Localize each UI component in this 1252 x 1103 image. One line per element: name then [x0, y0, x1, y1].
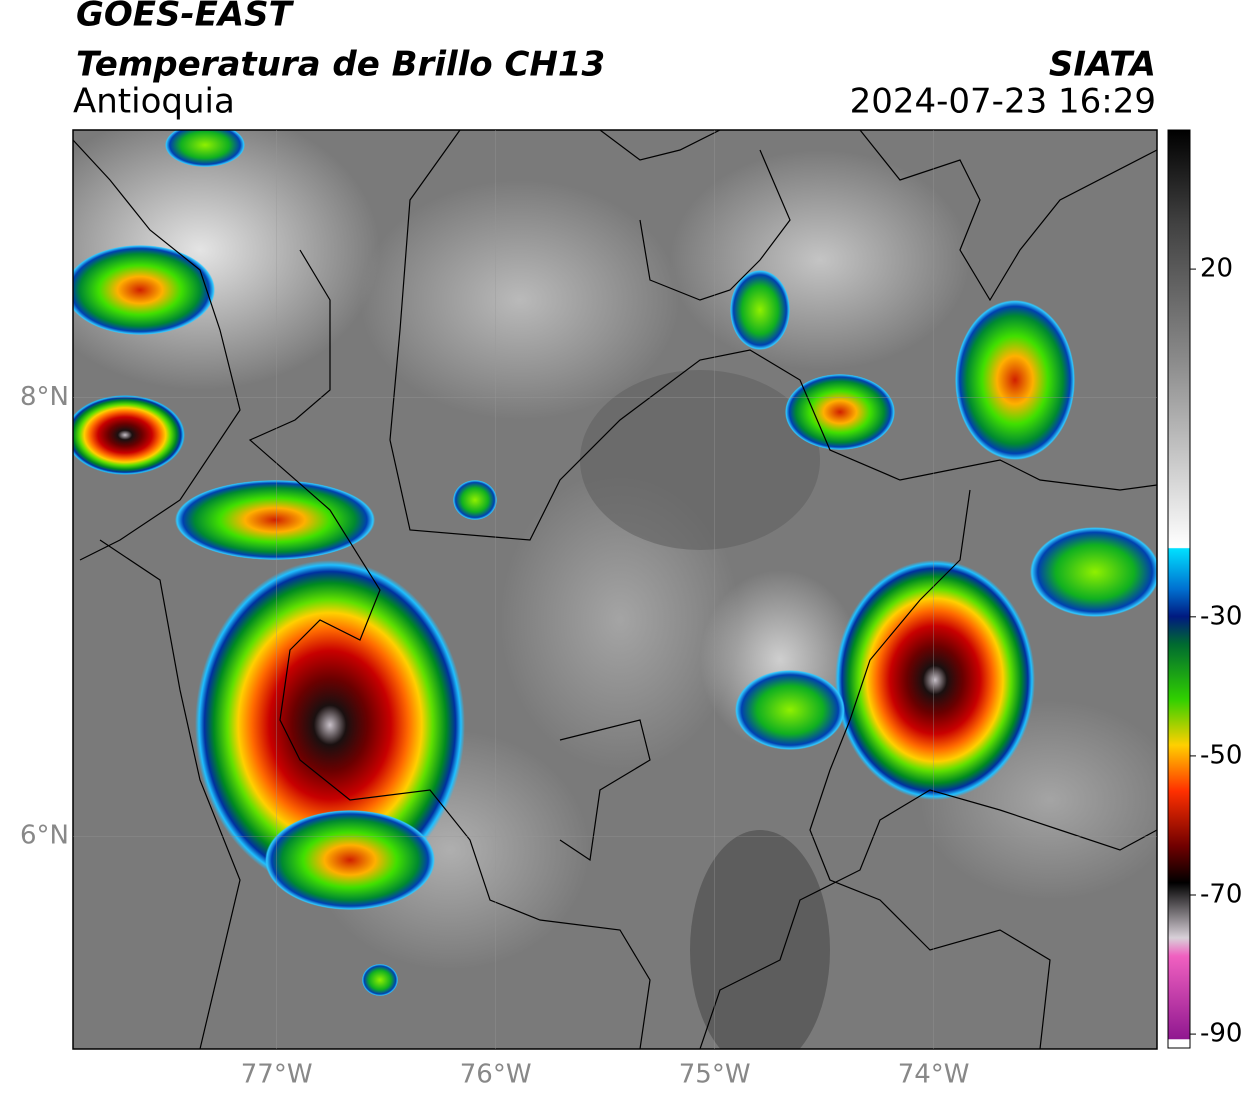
- colorbar-tick-label: -90: [1200, 1019, 1242, 1049]
- satellite-image: [73, 130, 1157, 1049]
- lat-tick-label: 8°N: [20, 382, 69, 412]
- lat-tick-label: 6°N: [20, 821, 69, 851]
- lon-tick-label: 74°W: [898, 1060, 970, 1090]
- map-axes: 77°W 76°W 75°W 74°W 8°N 6°N: [20, 130, 1157, 1090]
- colorbar-tick-label: -30: [1200, 601, 1242, 631]
- colorbar-axis: 20 -30 -50 -70 -90: [1190, 254, 1242, 1049]
- title: GOES-EAST: [76, 0, 295, 35]
- colorbar-tick-label: -50: [1200, 740, 1242, 770]
- timestamp: 2024-07-23 16:29: [850, 82, 1156, 122]
- lon-tick-label: 76°W: [460, 1060, 532, 1090]
- map-frame: [72, 129, 1158, 1050]
- subtitle: Temperatura de Brillo CH13: [76, 45, 605, 85]
- colorbar: [1167, 129, 1191, 1049]
- source: SIATA: [1049, 45, 1156, 85]
- colorbar-tick-label: -70: [1200, 880, 1242, 910]
- region: Antioquia: [73, 82, 235, 122]
- lon-tick-label: 75°W: [679, 1060, 751, 1090]
- colorbar-tick-label: 20: [1200, 254, 1233, 284]
- lon-tick-label: 77°W: [241, 1060, 313, 1090]
